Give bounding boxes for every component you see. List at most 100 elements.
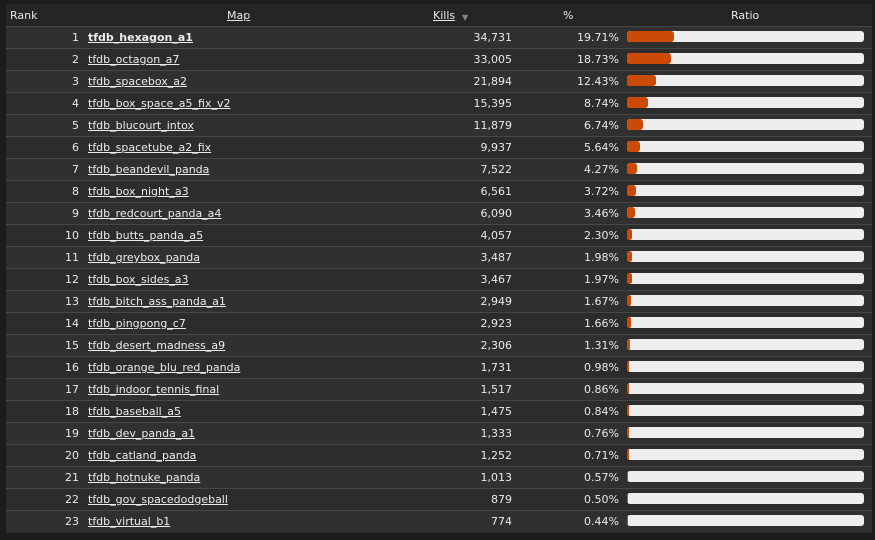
rank-cell: 2 bbox=[72, 53, 79, 66]
ratio-bar bbox=[627, 185, 864, 196]
percent-cell: 3.46% bbox=[584, 207, 619, 220]
map-link[interactable]: tfdb_catland_panda bbox=[88, 449, 197, 462]
map-link[interactable]: tfdb_dev_panda_a1 bbox=[88, 427, 196, 440]
rank-cell: 4 bbox=[72, 97, 79, 110]
percent-cell: 5.64% bbox=[584, 141, 619, 154]
percent-cell: 8.74% bbox=[584, 97, 619, 110]
rank-cell: 16 bbox=[65, 361, 79, 374]
kills-cell: 7,522 bbox=[480, 163, 513, 176]
percent-cell: 0.76% bbox=[584, 427, 619, 440]
percent-cell: 0.71% bbox=[584, 449, 619, 462]
column-header-kills[interactable]: Kills bbox=[433, 9, 456, 22]
map-link[interactable]: tfdb_greybox_panda bbox=[88, 251, 200, 264]
percent-cell: 1.97% bbox=[584, 273, 619, 286]
table-row: 21 tfdb_hotnuke_panda 1,013 0.57% bbox=[6, 466, 872, 488]
column-header-rank: Rank bbox=[10, 9, 38, 22]
kills-cell: 33,005 bbox=[473, 53, 513, 66]
rank-cell: 7 bbox=[72, 163, 79, 176]
kills-cell: 2,949 bbox=[480, 295, 513, 308]
table-header: Rank Map Kills ▼ % Ratio bbox=[6, 4, 872, 26]
map-link[interactable]: tfdb_desert_madness_a9 bbox=[88, 339, 226, 352]
map-link[interactable]: tfdb_spacebox_a2 bbox=[88, 75, 188, 88]
table-row: 18 tfdb_baseball_a5 1,475 0.84% bbox=[6, 400, 872, 422]
table-row: 7 tfdb_beandevil_panda 7,522 4.27% bbox=[6, 158, 872, 180]
ratio-bar bbox=[627, 427, 864, 438]
ratio-bar bbox=[627, 405, 864, 416]
kills-cell: 1,517 bbox=[480, 383, 513, 396]
rank-cell: 13 bbox=[65, 295, 79, 308]
rank-cell: 15 bbox=[65, 339, 79, 352]
map-link[interactable]: tfdb_indoor_tennis_final bbox=[88, 383, 220, 396]
map-link[interactable]: tfdb_virtual_b1 bbox=[88, 515, 171, 528]
table-row: 11 tfdb_greybox_panda 3,487 1.98% bbox=[6, 246, 872, 268]
ratio-bar-fill bbox=[627, 119, 643, 130]
map-link[interactable]: tfdb_butts_panda_a5 bbox=[88, 229, 204, 242]
percent-cell: 1.67% bbox=[584, 295, 619, 308]
ratio-bar bbox=[627, 339, 864, 350]
ratio-bar-fill bbox=[627, 361, 630, 372]
kills-cell: 2,306 bbox=[480, 339, 513, 352]
ratio-bar-fill bbox=[627, 449, 629, 460]
percent-cell: 0.84% bbox=[584, 405, 619, 418]
ratio-bar-fill bbox=[627, 515, 629, 526]
ratio-bar bbox=[627, 449, 864, 460]
kills-cell: 2,923 bbox=[480, 317, 513, 330]
ratio-bar bbox=[627, 53, 864, 64]
ratio-bar-fill bbox=[627, 229, 633, 240]
table-row: 13 tfdb_bitch_ass_panda_a1 2,949 1.67% bbox=[6, 290, 872, 312]
kills-cell: 4,057 bbox=[480, 229, 513, 242]
rank-cell: 14 bbox=[65, 317, 79, 330]
kills-cell: 6,561 bbox=[480, 185, 513, 198]
kills-cell: 774 bbox=[491, 515, 512, 528]
map-link[interactable]: tfdb_spacetube_a2_fix bbox=[88, 141, 212, 154]
percent-cell: 0.44% bbox=[584, 515, 619, 528]
ratio-bar bbox=[627, 493, 864, 504]
map-link[interactable]: tfdb_hotnuke_panda bbox=[88, 471, 201, 484]
kills-cell: 3,467 bbox=[480, 273, 513, 286]
percent-cell: 18.73% bbox=[577, 53, 619, 66]
kills-cell: 6,090 bbox=[480, 207, 513, 220]
map-link[interactable]: tfdb_redcourt_panda_a4 bbox=[88, 207, 222, 220]
kills-cell: 1,731 bbox=[480, 361, 513, 374]
map-link[interactable]: tfdb_orange_blu_red_panda bbox=[88, 361, 241, 374]
map-link[interactable]: tfdb_pingpong_c7 bbox=[88, 317, 186, 330]
kills-cell: 1,013 bbox=[480, 471, 513, 484]
map-link[interactable]: tfdb_box_night_a3 bbox=[88, 185, 189, 198]
percent-cell: 19.71% bbox=[577, 31, 619, 44]
column-header-ratio: Ratio bbox=[731, 9, 760, 22]
ratio-bar bbox=[627, 361, 864, 372]
map-link[interactable]: tfdb_beandevil_panda bbox=[88, 163, 210, 176]
map-link[interactable]: tfdb_hexagon_a1 bbox=[88, 31, 193, 44]
map-link[interactable]: tfdb_baseball_a5 bbox=[88, 405, 181, 418]
table-row: 10 tfdb_butts_panda_a5 4,057 2.30% bbox=[6, 224, 872, 246]
table-row: 22 tfdb_gov_spacedodgeball 879 0.50% bbox=[6, 488, 872, 510]
ratio-bar bbox=[627, 229, 864, 240]
rank-cell: 18 bbox=[65, 405, 79, 418]
ratio-bar bbox=[627, 207, 864, 218]
ratio-bar bbox=[627, 317, 864, 328]
rank-cell: 10 bbox=[65, 229, 79, 242]
ratio-bar-fill bbox=[627, 97, 648, 108]
map-link[interactable]: tfdb_box_space_a5_fix_v2 bbox=[88, 97, 231, 110]
percent-cell: 0.86% bbox=[584, 383, 619, 396]
map-stats-table: Rank Map Kills ▼ % Ratio 1 tfdb_hexagon_a… bbox=[6, 4, 872, 533]
kills-cell: 1,252 bbox=[480, 449, 513, 462]
map-link[interactable]: tfdb_blucourt_intox bbox=[88, 119, 194, 132]
map-link[interactable]: tfdb_box_sides_a3 bbox=[88, 273, 189, 286]
ratio-bar-fill bbox=[627, 141, 641, 152]
map-link[interactable]: tfdb_gov_spacedodgeball bbox=[88, 493, 228, 506]
ratio-bar bbox=[627, 163, 864, 174]
column-header-map[interactable]: Map bbox=[227, 9, 251, 22]
sort-descending-icon[interactable]: ▼ bbox=[462, 13, 469, 22]
percent-cell: 6.74% bbox=[584, 119, 619, 132]
rank-cell: 11 bbox=[65, 251, 79, 264]
table-row: 20 tfdb_catland_panda 1,252 0.71% bbox=[6, 444, 872, 466]
rank-cell: 17 bbox=[65, 383, 79, 396]
rank-cell: 6 bbox=[72, 141, 79, 154]
kills-cell: 11,879 bbox=[473, 119, 513, 132]
map-link[interactable]: tfdb_octagon_a7 bbox=[88, 53, 180, 66]
map-link[interactable]: tfdb_bitch_ass_panda_a1 bbox=[88, 295, 226, 308]
table-row: 1 tfdb_hexagon_a1 34,731 19.71% bbox=[6, 26, 872, 48]
percent-cell: 3.72% bbox=[584, 185, 619, 198]
ratio-bar-fill bbox=[627, 273, 632, 284]
